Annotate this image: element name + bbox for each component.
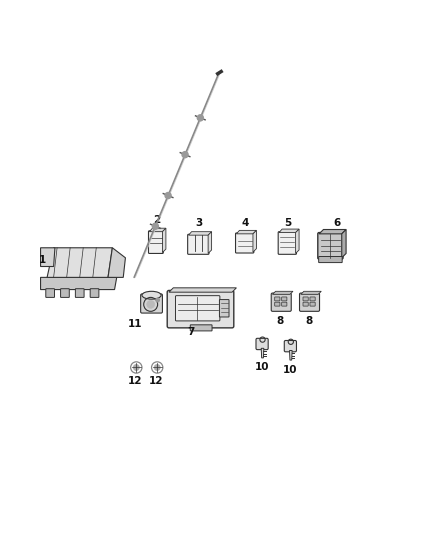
Polygon shape [108,248,125,277]
Text: 2: 2 [154,215,161,225]
Text: 3: 3 [196,217,203,228]
FancyBboxPatch shape [60,289,69,297]
Ellipse shape [142,292,161,299]
FancyBboxPatch shape [300,293,320,311]
Polygon shape [319,230,346,234]
Polygon shape [261,349,264,358]
Circle shape [154,365,160,370]
Circle shape [152,223,159,229]
FancyBboxPatch shape [275,297,280,301]
FancyBboxPatch shape [303,302,308,306]
FancyBboxPatch shape [167,290,234,328]
FancyBboxPatch shape [236,233,254,253]
Circle shape [133,365,139,370]
Polygon shape [169,288,237,292]
Text: 4: 4 [241,217,249,228]
FancyBboxPatch shape [310,297,315,301]
Polygon shape [272,292,293,294]
FancyBboxPatch shape [303,297,308,301]
FancyBboxPatch shape [148,231,163,254]
FancyBboxPatch shape [176,296,220,321]
Polygon shape [290,351,292,360]
FancyBboxPatch shape [284,341,297,352]
Polygon shape [342,230,346,258]
FancyBboxPatch shape [190,325,212,331]
FancyBboxPatch shape [271,293,291,311]
Text: 7: 7 [187,327,194,337]
Polygon shape [149,228,166,232]
Text: 8: 8 [305,317,312,326]
Polygon shape [237,230,256,234]
Polygon shape [301,292,321,294]
FancyBboxPatch shape [90,289,99,297]
Polygon shape [253,230,256,252]
FancyBboxPatch shape [75,289,84,297]
Text: 10: 10 [283,365,297,375]
Text: 5: 5 [284,217,291,228]
Text: 1: 1 [39,255,46,265]
Text: 6: 6 [334,217,341,228]
Polygon shape [188,232,212,235]
Polygon shape [279,229,299,232]
FancyBboxPatch shape [318,232,343,259]
Circle shape [197,115,203,121]
Polygon shape [162,228,166,253]
Text: 10: 10 [254,362,269,373]
FancyBboxPatch shape [46,289,54,297]
Text: 12: 12 [128,376,143,385]
Text: 11: 11 [128,319,142,329]
Circle shape [147,301,155,308]
Text: 8: 8 [276,317,283,326]
FancyBboxPatch shape [282,302,287,306]
Circle shape [156,298,159,302]
Text: 12: 12 [149,376,163,385]
Polygon shape [47,248,113,277]
FancyBboxPatch shape [278,232,297,254]
Polygon shape [41,248,55,266]
FancyBboxPatch shape [187,235,209,254]
FancyBboxPatch shape [319,256,342,263]
Polygon shape [296,229,299,254]
FancyBboxPatch shape [275,302,280,306]
Polygon shape [208,232,212,254]
FancyBboxPatch shape [256,338,268,350]
Circle shape [182,151,188,158]
FancyBboxPatch shape [141,294,162,313]
FancyBboxPatch shape [219,300,229,317]
FancyBboxPatch shape [310,302,315,306]
Polygon shape [41,277,117,289]
Circle shape [165,192,171,199]
FancyBboxPatch shape [282,297,287,301]
